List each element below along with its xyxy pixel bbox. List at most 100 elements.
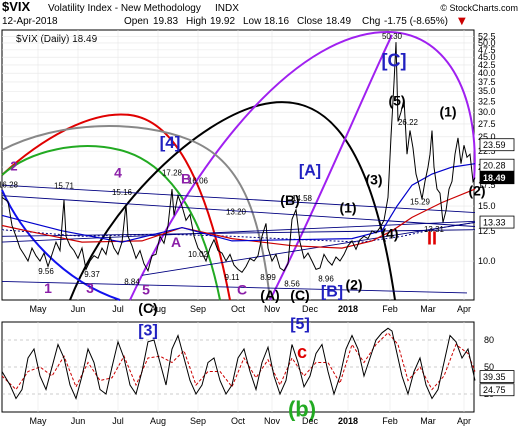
price-y-tick-label: 17.5 [478, 180, 496, 190]
chart-symbol: $VIX [2, 0, 31, 14]
price-y-tick-label: 37.5 [478, 77, 496, 87]
chart-title: Volatility Index - New Methodology [48, 3, 201, 14]
wave-label: 2 [10, 159, 17, 174]
high-value: 19.92 [210, 16, 235, 27]
price-side-box [479, 138, 515, 152]
price-y-tick-label: 35.0 [478, 86, 496, 96]
trendline [141, 221, 476, 276]
trendline [1, 220, 476, 243]
trendline [1, 229, 476, 237]
stoch-wave-label: (C) [138, 300, 157, 316]
price-y-tick-label: 22.5 [478, 146, 496, 156]
cycle-arc-blue [1, 189, 121, 301]
wave-label: (3) [365, 171, 382, 187]
stoch-side-box [479, 383, 515, 397]
price-y-tick-label: 15.0 [478, 201, 496, 211]
price-side-box [479, 215, 515, 229]
price-y-tick-label: 50.0 [478, 38, 496, 48]
x-tick-label: Dec [302, 304, 319, 314]
x-tick-label-bottom: Jun [71, 416, 86, 426]
x-tick-label: Jun [71, 304, 86, 314]
price-point-label: 8.99 [260, 273, 276, 282]
stoch-wave-label: [5] [290, 316, 310, 333]
stoch-k-line [1, 327, 476, 400]
price-point-label: 8.56 [284, 279, 300, 288]
x-tick-label-bottom: Sep [190, 416, 206, 426]
moving-average-red [1, 188, 476, 249]
ohlc-readout: Open 19.83 High 19.92 Low 18.16 Close 18… [124, 16, 466, 27]
price-y-tick-label: 27.5 [478, 119, 496, 129]
x-tick-label-bottom: Aug [150, 416, 166, 426]
open-value: 19.83 [153, 16, 178, 27]
open-label: Open [124, 16, 148, 27]
x-tick-label-bottom: Nov [264, 416, 281, 426]
chg-label: Chg [362, 16, 380, 27]
stoch-side-value: 24.75 [483, 385, 506, 395]
wave-label: A [171, 234, 181, 250]
price-y-tick-label: 42.5 [478, 60, 496, 70]
wave-label: (2) [345, 277, 362, 293]
wave-label: (5) [388, 93, 405, 109]
price-side-box [479, 171, 515, 185]
wave-label: (C) [290, 287, 309, 303]
price-point-label: 14.58 [292, 194, 313, 203]
price-y-tick-label: 12.5 [478, 226, 496, 236]
cycle-arc-purple [129, 30, 476, 301]
price-point-label: 15.29 [410, 197, 431, 206]
wave-label: 3 [86, 280, 94, 296]
stoch-side-value: 39.35 [483, 372, 506, 382]
wave-label: (2) [468, 183, 485, 199]
chg-value: -1.75 (-8.65%) [384, 16, 448, 27]
price-point-label: 9.11 [225, 273, 241, 282]
x-tick-label-bottom: Jul [112, 416, 124, 426]
price-y-tick-label: 40.0 [478, 68, 496, 78]
price-point-label: 13.31 [424, 225, 445, 234]
wave-label: [4] [160, 133, 181, 152]
stoch-wave-label: [3] [138, 323, 158, 340]
exchange-label: INDX [215, 3, 239, 14]
x-tick-label-bottom: 2018 [338, 416, 358, 426]
x-tick-label: Mar [420, 304, 436, 314]
cycle-arc-gray [1, 125, 271, 301]
stoch-y-tick-label: 80 [484, 335, 494, 345]
x-tick-label: Nov [264, 304, 281, 314]
wave-label: (A) [260, 287, 279, 303]
price-y-tick-label: 32.5 [478, 96, 496, 106]
price-point-label: 9.56 [38, 267, 54, 276]
x-axis-bottom: May Jun Jul Aug Sep Oct Nov Dec 2018 Feb Mar Apr [29, 416, 471, 426]
wave-label: 5 [142, 282, 150, 298]
wave-label: [A] [299, 162, 321, 179]
stoch-wave-label: (b) [288, 397, 316, 422]
price-side-value: 18.49 [483, 173, 506, 183]
high-label: High [186, 16, 207, 27]
price-point-label: 15.71 [54, 181, 75, 190]
low-value: 18.16 [264, 16, 289, 27]
price-y-tick-label: 45.0 [478, 52, 496, 62]
chg-down-icon: ▼ [458, 16, 466, 27]
price-side-value: 23.59 [483, 140, 506, 150]
price-point-label: 9.37 [84, 270, 100, 279]
stoch-y-tick-label: 50 [484, 362, 494, 372]
x-tick-label: Jul [112, 304, 124, 314]
price-y-tick-label: 25.0 [478, 132, 496, 142]
x-tick-label-bottom: Apr [457, 416, 471, 426]
price-point-label: 16.28 [0, 181, 19, 190]
wave-label: II [427, 228, 437, 248]
x-tick-label: 2018 [338, 304, 358, 314]
price-point-label: 26.22 [398, 118, 419, 127]
price-point-label: 8.96 [318, 274, 334, 283]
price-point-label: 17.28 [162, 168, 183, 177]
wave-label: B [181, 171, 191, 187]
cycle-arc-black [69, 101, 396, 301]
x-tick-label-bottom: Mar [420, 416, 436, 426]
wave-label: [B] [321, 283, 343, 300]
wave-label: (B) [280, 192, 299, 208]
cycle-arc-green [1, 145, 221, 301]
price-point-label: 10.02 [188, 250, 209, 259]
wave-label: (4) [381, 226, 398, 242]
x-tick-label: May [29, 304, 47, 314]
wave-label: (1) [439, 104, 456, 120]
stoch-side-box [479, 370, 515, 383]
